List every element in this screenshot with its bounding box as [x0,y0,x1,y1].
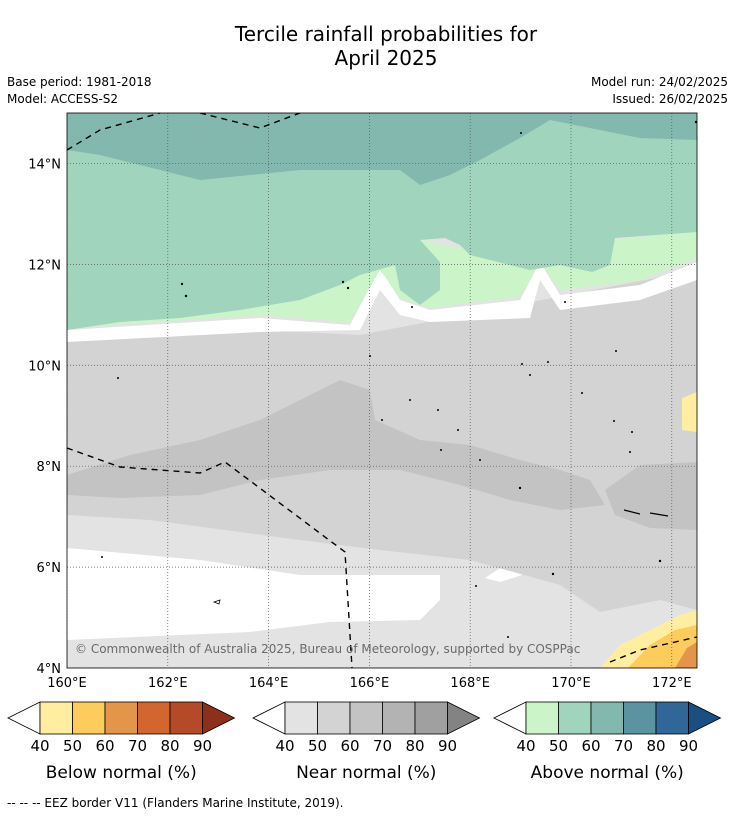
lon-tick-label: 170°E [551,676,591,691]
colorbar-segment [72,701,106,735]
meta-right: Model run: 24/02/2025 Issued: 26/02/2025 [591,74,728,108]
colorbar-under-triangle [252,701,286,735]
colorbar-tick-label: 80 [405,737,424,755]
eez-footnote: -- -- -- EEZ border V11 (Flanders Marine… [7,796,344,810]
colorbar-tick-label: 50 [308,737,327,755]
colorbar-2: 40 50 60 70 80 90 Above normal (%) [493,701,722,783]
colorbars: 40 50 60 70 80 90 Below normal (%) 40 50 60 70 80 90… [7,701,722,783]
eez-line-southeast [609,636,697,663]
lon-tick-label: 162°E [148,676,188,691]
colorbar-over-triangle [688,701,722,735]
lat-tick-label: 6°N [37,561,62,576]
above-normal-60-region [67,113,697,185]
no-signal-region-south [67,548,440,640]
colorbar-segment [169,701,203,735]
eez-line-north [67,113,161,151]
colorbar-tick-label: 70 [128,737,147,755]
latitude-labels: 14°N 12°N 10°N 8°N 6°N 4°N [28,157,61,677]
lon-tick-label: 160°E [47,676,87,691]
below-normal-60-region [675,642,697,668]
colorbar-tick-label: 40 [516,737,535,755]
colorbar-label: Above normal (%) [531,763,684,783]
colorbar-segment [623,701,657,735]
lat-tick-label: 4°N [37,662,62,677]
colorbar-segment [284,701,318,735]
colorbar-under-triangle [493,701,527,735]
copyright-text: © Commonwealth of Australia 2025, Bureau… [75,642,580,656]
colorbar-segment [414,701,448,735]
colorbar-label: Below normal (%) [46,763,197,783]
map-frame [66,112,698,669]
title-line-2: April 2025 [334,46,438,70]
lon-tick-label: 172°E [652,676,692,691]
near-normal-60-region [67,380,605,510]
colorbar-tick-label: 50 [63,737,82,755]
lon-tick-label: 166°E [350,676,390,691]
colorbar-tick-label: 70 [614,737,633,755]
colorbar-tick-label: 60 [581,737,600,755]
eez-line-north-2 [199,113,301,129]
longitude-labels: 160°E 162°E 164°E 166°E 168°E 170°E 172°E [47,676,691,691]
colorbar-tick-label: 80 [160,737,179,755]
islands [101,120,697,638]
title-line-1: Tercile rainfall probabilities for [234,22,538,46]
model-run: Model run: 24/02/2025 [590,75,728,89]
eez-line-west [67,447,353,668]
colorbar-tick-label: 60 [340,737,359,755]
colorbar-tick-label: 40 [30,737,49,755]
colorbar-tick-label: 40 [275,737,294,755]
lat-tick-label: 14°N [28,157,61,172]
colorbar-tick-label: 90 [438,737,457,755]
issued-date: Issued: 26/02/2025 [612,92,728,106]
map-fill-layers [67,113,697,668]
base-period: Base period: 1981-2018 [7,75,152,89]
colorbar-tick-label: 80 [646,737,665,755]
lat-tick-label: 10°N [28,359,61,374]
near-normal-60-region-east [605,462,697,530]
colorbar-segment [655,701,689,735]
colorbar-tick-label: 90 [193,737,212,755]
colorbar-over-triangle [447,701,481,735]
no-signal-separator [67,262,697,342]
colorbar-segment [525,701,559,735]
lon-tick-label: 168°E [450,676,490,691]
colorbar-segment [558,701,592,735]
colorbar-tick-label: 50 [549,737,568,755]
eez-borders [67,113,697,668]
colorbar-segment [39,701,73,735]
colorbar-segment [317,701,351,735]
colorbar-segment [590,701,624,735]
model-name: Model: ACCESS-S2 [7,92,119,106]
chart-title: Tercile rainfall probabilities for April… [0,22,736,70]
colorbar-tick-label: 60 [95,737,114,755]
colorbar-segment [382,701,416,735]
colorbar-segment [349,701,383,735]
colorbar-label: Near normal (%) [296,763,436,783]
lat-tick-label: 12°N [28,258,61,273]
gridlines [67,113,697,668]
below-normal-50-region [628,625,697,668]
meta-left: Base period: 1981-2018 Model: ACCESS-S2 [7,74,152,108]
below-normal-40-patch-east [682,392,697,432]
colorbar-tick-label: 70 [373,737,392,755]
lat-tick-label: 8°N [37,460,62,475]
lon-tick-label: 164°E [249,676,289,691]
colorbar-tick-label: 90 [679,737,698,755]
colorbar-under-triangle [7,701,41,735]
colorbar-over-triangle [202,701,236,735]
colorbar-segment [104,701,138,735]
colorbar-0: 40 50 60 70 80 90 Below normal (%) [7,701,236,783]
colorbar-segment [137,701,171,735]
